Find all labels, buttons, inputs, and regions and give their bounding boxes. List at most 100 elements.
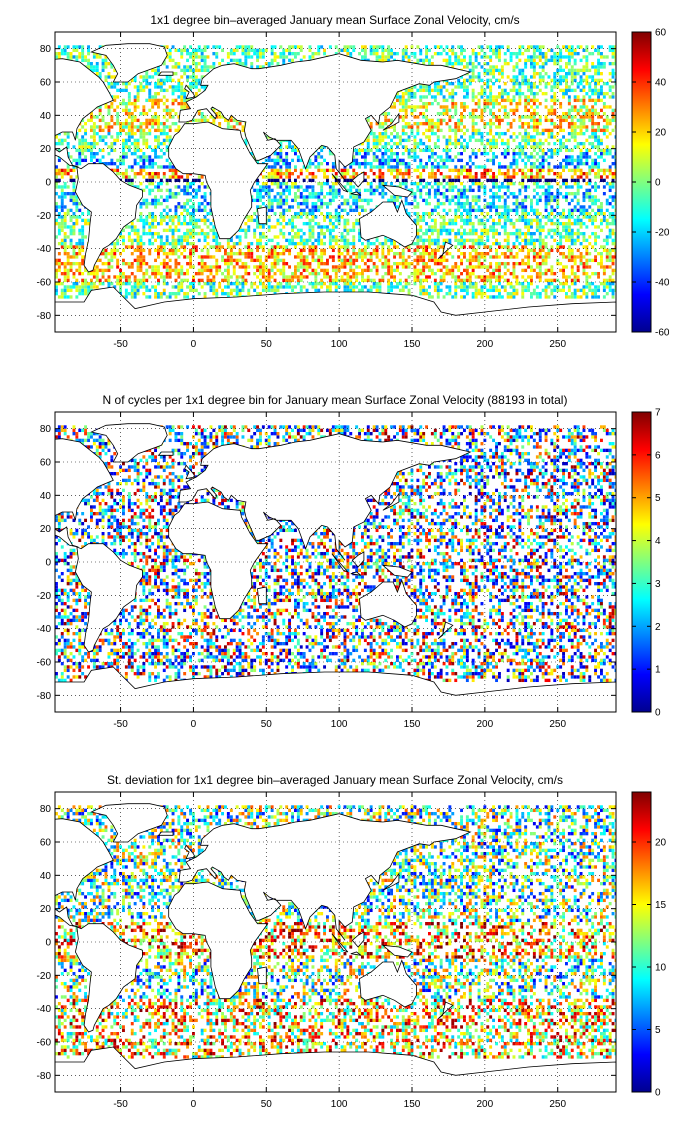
coastline bbox=[382, 492, 400, 511]
colorbar-gradient bbox=[631, 411, 652, 713]
x-tick-label: 50 bbox=[261, 719, 273, 730]
colorbar-tick-label: 3 bbox=[655, 579, 661, 590]
colorbar: 7 6 5 4 3 2 1 0 bbox=[631, 408, 661, 719]
coastline bbox=[350, 951, 362, 956]
y-tick-label: 60 bbox=[40, 838, 52, 849]
y-tick-label: -80 bbox=[37, 691, 52, 702]
x-tick-label: -50 bbox=[113, 719, 128, 730]
panel-std-deviation: St. deviation for 1x1 degree bin–average… bbox=[37, 773, 667, 1110]
y-tick-label: -20 bbox=[37, 591, 52, 602]
y-tick-label: 20 bbox=[40, 524, 52, 535]
chart-title: N of cycles per 1x1 degree bin for Janua… bbox=[103, 393, 568, 407]
coastline bbox=[437, 621, 454, 640]
colorbar-tick-label: 0 bbox=[655, 178, 661, 189]
x-tick-label: 250 bbox=[549, 719, 566, 730]
bin-cells bbox=[55, 425, 616, 683]
coastline bbox=[157, 451, 174, 456]
gridlines bbox=[55, 412, 616, 712]
colorbar-tick-label: 2 bbox=[655, 622, 661, 633]
y-tick-label: 40 bbox=[40, 111, 52, 122]
y-tick-label: 20 bbox=[40, 904, 52, 915]
coastline bbox=[257, 206, 267, 225]
land-masses bbox=[55, 423, 616, 712]
coastline bbox=[157, 71, 174, 76]
colorbar: 60 40 20 0 -20 -40 -60 bbox=[631, 28, 670, 339]
coastline bbox=[184, 844, 196, 860]
y-tick-label: -60 bbox=[37, 658, 52, 669]
y-tick-label: 0 bbox=[45, 558, 51, 569]
colorbar-tick-label: 20 bbox=[655, 838, 667, 849]
coastline bbox=[359, 199, 417, 248]
colorbar: 20 15 10 5 0 bbox=[631, 791, 667, 1099]
coastline bbox=[157, 831, 174, 836]
coastline bbox=[55, 666, 616, 712]
coastline bbox=[359, 959, 417, 1008]
coastline bbox=[331, 173, 349, 193]
coastline bbox=[351, 931, 365, 948]
coastline bbox=[257, 586, 267, 605]
colorbar-tick-label: 40 bbox=[655, 78, 667, 89]
x-tick-label: 100 bbox=[331, 339, 348, 350]
y-tick-label: -60 bbox=[37, 1038, 52, 1049]
colorbar-tick-label: 6 bbox=[655, 450, 661, 461]
colorbar-tick-label: 15 bbox=[655, 900, 667, 911]
coastline bbox=[331, 553, 349, 573]
panel-zonal-velocity: 1x1 degree bin–averaged January mean Sur… bbox=[37, 13, 670, 350]
colorbar-tick-label: 5 bbox=[655, 493, 661, 504]
y-tick-label: 60 bbox=[40, 458, 52, 469]
y-tick-label: 40 bbox=[40, 491, 52, 502]
coastline bbox=[55, 58, 114, 168]
colorbar-tick-label: 7 bbox=[655, 408, 661, 419]
y-tick-label: -60 bbox=[37, 278, 52, 289]
colorbar-gradient bbox=[631, 791, 652, 1093]
land-masses bbox=[55, 803, 616, 1092]
coastline bbox=[184, 464, 196, 480]
coastline bbox=[351, 171, 365, 188]
coastline bbox=[168, 121, 269, 240]
y-tick-label: 80 bbox=[40, 424, 52, 435]
x-tick-label: 0 bbox=[191, 339, 197, 350]
coastline bbox=[351, 551, 365, 568]
y-tick-label: 0 bbox=[45, 178, 51, 189]
x-tick-label: 50 bbox=[261, 339, 273, 350]
x-tick-label: 100 bbox=[331, 719, 348, 730]
y-tick-label: -40 bbox=[37, 1004, 52, 1015]
coastline bbox=[382, 112, 400, 131]
y-tick-label: -80 bbox=[37, 1071, 52, 1082]
y-tick-label: 80 bbox=[40, 44, 52, 55]
coastline bbox=[90, 423, 168, 463]
x-tick-label: 0 bbox=[191, 1099, 197, 1110]
y-tick-label: -20 bbox=[37, 971, 52, 982]
y-tick-label: 40 bbox=[40, 871, 52, 882]
colorbar-tick-label: 0 bbox=[655, 708, 661, 719]
coastline bbox=[257, 966, 267, 985]
coastline bbox=[331, 933, 349, 953]
x-tick-label: 200 bbox=[477, 719, 494, 730]
x-tick-label: 100 bbox=[331, 1099, 348, 1110]
coastline bbox=[350, 191, 362, 196]
coastline bbox=[90, 803, 168, 843]
x-tick-label: 50 bbox=[261, 1099, 273, 1110]
coastline bbox=[55, 286, 616, 332]
coastline bbox=[437, 241, 454, 260]
colorbar-tick-label: 1 bbox=[655, 665, 661, 676]
chart-title: 1x1 degree bin–averaged January mean Sur… bbox=[150, 13, 519, 27]
coastline bbox=[381, 564, 413, 578]
coastline bbox=[437, 1001, 454, 1020]
x-tick-label: 200 bbox=[477, 1099, 494, 1110]
y-tick-label: 80 bbox=[40, 804, 52, 815]
coastline bbox=[381, 944, 413, 958]
colorbar-tick-label: -40 bbox=[655, 278, 670, 289]
colorbar-tick-label: 60 bbox=[655, 28, 667, 39]
x-tick-label: 0 bbox=[191, 719, 197, 730]
coastline bbox=[55, 438, 114, 548]
x-tick-label: 200 bbox=[477, 339, 494, 350]
y-tick-label: 60 bbox=[40, 78, 52, 89]
coastline bbox=[168, 501, 269, 620]
y-tick-label: -40 bbox=[37, 624, 52, 635]
coastline bbox=[55, 1046, 616, 1092]
panel-cycle-count: N of cycles per 1x1 degree bin for Janua… bbox=[37, 393, 661, 730]
